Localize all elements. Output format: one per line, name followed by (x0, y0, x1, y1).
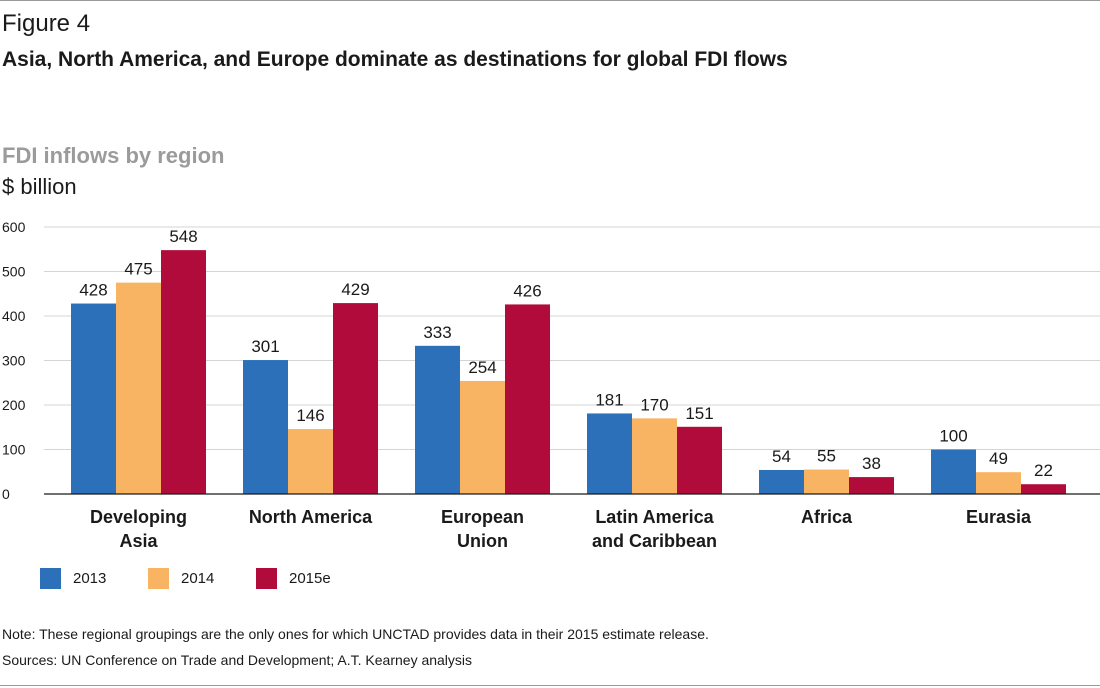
top-rule (0, 0, 1100, 1)
sources-line: Sources: UN Conference on Trade and Deve… (2, 652, 473, 668)
legend-label-2014: 2014 (181, 570, 215, 587)
data-label: 301 (251, 337, 279, 356)
data-label: 429 (341, 280, 369, 299)
bottom-rule (0, 685, 1100, 686)
legend-swatch-2015e (256, 568, 277, 589)
data-label: 151 (685, 404, 713, 423)
bar (804, 469, 849, 494)
data-label: 146 (296, 406, 324, 425)
bar (415, 345, 460, 494)
bar (243, 360, 288, 494)
y-tick-label: 500 (2, 264, 26, 280)
y-tick-label: 200 (2, 397, 26, 413)
data-label: 49 (989, 449, 1008, 468)
y-tick-label: 100 (2, 442, 26, 458)
figure-label: Figure 4 (2, 10, 91, 37)
data-label: 181 (595, 390, 623, 409)
chart-title: FDI inflows by region (2, 143, 225, 168)
bar (460, 380, 505, 494)
data-label: 22 (1034, 461, 1053, 480)
x-tick-label: Eurasia (966, 507, 1032, 527)
x-tick-label: European Union (441, 507, 524, 551)
bar (1021, 484, 1066, 494)
x-tick-label: Africa (801, 507, 853, 527)
chart-unit-label: $ billion (2, 174, 77, 199)
legend-label-2015e: 2015e (289, 570, 331, 587)
data-label: 333 (423, 323, 451, 342)
x-tick-label: Latin America and Caribbean (592, 507, 717, 551)
data-label: 428 (79, 281, 107, 300)
y-tick-label: 300 (2, 353, 26, 369)
bar (759, 469, 804, 494)
bar (587, 413, 632, 494)
figure-title: Asia, North America, and Europe dominate… (2, 48, 788, 71)
bar (632, 418, 677, 494)
data-label: 170 (640, 395, 668, 414)
bar-chart: 0 100 200 300 400 500 600 428 301 333 181 54 100 475 1… (2, 219, 1100, 551)
legend-label-2013: 2013 (73, 570, 107, 587)
bar (849, 477, 894, 494)
bar (288, 429, 333, 494)
data-label: 426 (513, 281, 541, 300)
bar (71, 303, 116, 494)
legend-swatch-2014 (148, 568, 169, 589)
legend-item-2015e: 2015e (256, 568, 364, 589)
y-tick-label: 0 (2, 486, 10, 502)
data-label: 55 (817, 447, 836, 466)
legend-swatch-2013 (40, 568, 61, 589)
x-tick-label: North America (249, 507, 373, 527)
y-tick-label: 400 (2, 308, 26, 324)
bar (116, 282, 161, 494)
y-tick-label: 600 (2, 219, 26, 235)
data-label: 254 (468, 358, 496, 377)
legend-item-2013: 2013 (40, 568, 148, 589)
data-label: 38 (862, 454, 881, 473)
data-label: 100 (939, 427, 967, 446)
legend: 2013 2014 2015e (40, 568, 364, 589)
bar (677, 426, 722, 494)
x-tick-label: Developing Asia (90, 507, 187, 551)
bar (976, 472, 1021, 494)
bar (931, 449, 976, 494)
legend-item-2014: 2014 (148, 568, 256, 589)
data-label: 54 (772, 447, 791, 466)
footnote: Note: These regional groupings are the o… (2, 626, 709, 642)
bar (161, 250, 206, 494)
data-label: 475 (124, 260, 152, 279)
bar (505, 304, 550, 494)
bar (333, 303, 378, 494)
data-label: 548 (169, 227, 197, 246)
